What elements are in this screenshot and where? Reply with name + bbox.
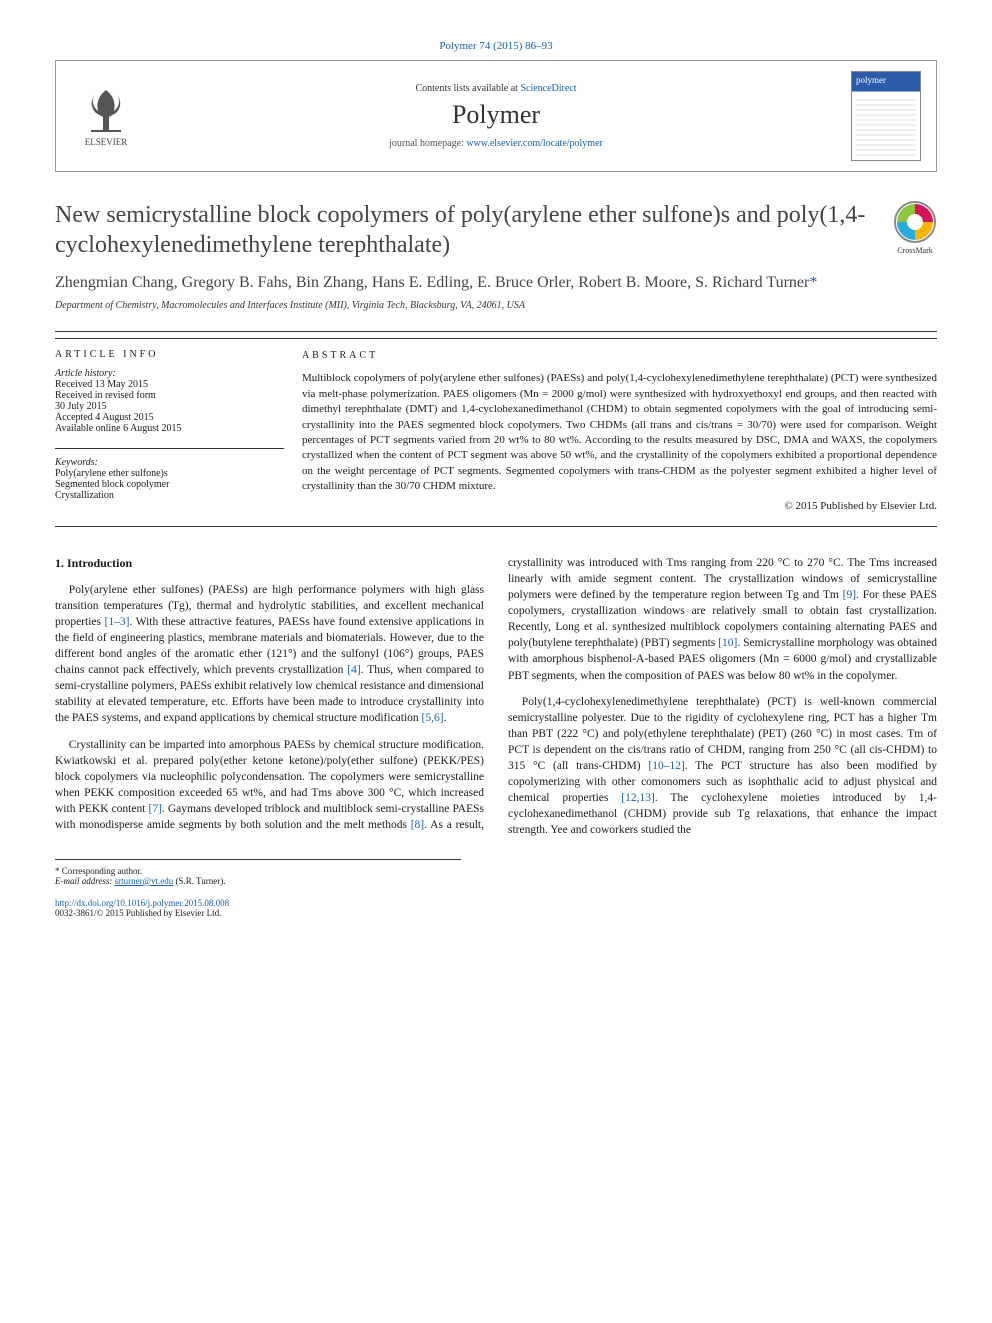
- homepage-link[interactable]: www.elsevier.com/locate/polymer: [466, 138, 603, 149]
- affiliation: Department of Chemistry, Macromolecules …: [55, 300, 937, 311]
- publisher-logo[interactable]: ELSEVIER: [71, 85, 141, 147]
- contents-available-line: Contents lists available at ScienceDirec…: [141, 83, 851, 94]
- keyword-3: Crystallization: [55, 490, 284, 501]
- doi-block: http://dx.doi.org/10.1016/j.polymer.2015…: [55, 898, 937, 918]
- sciencedirect-link[interactable]: ScienceDirect: [520, 83, 576, 94]
- keyword-2: Segmented block copolymer: [55, 479, 284, 490]
- article-info-heading: ARTICLE INFO: [55, 349, 284, 360]
- citation-link[interactable]: [8]: [411, 819, 424, 831]
- cover-title: polymer: [856, 75, 886, 85]
- authors-names: Zhengmian Chang, Gregory B. Fahs, Bin Zh…: [55, 274, 809, 291]
- email-label: E-mail address:: [55, 876, 115, 886]
- abstract-heading: ABSTRACT: [302, 349, 937, 363]
- abstract-text: Multiblock copolymers of poly(arylene et…: [302, 371, 937, 494]
- online-date: Available online 6 August 2015: [55, 423, 284, 434]
- elsevier-tree-icon: [81, 85, 131, 135]
- authors-list: Zhengmian Chang, Gregory B. Fahs, Bin Zh…: [55, 272, 937, 294]
- corresponding-mark: *: [809, 274, 817, 291]
- citation-link[interactable]: [7]: [148, 803, 161, 815]
- abstract-copyright: © 2015 Published by Elsevier Ltd.: [302, 499, 937, 514]
- citation-link[interactable]: [10–12]: [648, 760, 684, 772]
- citation-link[interactable]: [10]: [718, 637, 737, 649]
- crossmark-icon: [893, 200, 937, 244]
- keyword-1: Poly(arylene ether sulfone)s: [55, 468, 284, 479]
- accepted-date: Accepted 4 August 2015: [55, 412, 284, 423]
- corresponding-author-footer: * Corresponding author. E-mail address: …: [55, 859, 461, 886]
- keywords-label: Keywords:: [55, 457, 284, 468]
- article-body: 1. Introduction Poly(arylene ether sulfo…: [55, 555, 937, 841]
- journal-cover-thumbnail: polymer: [851, 71, 921, 161]
- journal-header: ELSEVIER Contents lists available at Sci…: [55, 60, 937, 172]
- citation-link[interactable]: [4]: [347, 664, 360, 676]
- article-info-column: ARTICLE INFO Article history: Received 1…: [55, 338, 302, 526]
- crossmark-label: CrossMark: [893, 246, 937, 255]
- email-suffix: (S.R. Turner).: [173, 876, 225, 886]
- article-title: New semicrystalline block copolymers of …: [55, 200, 881, 260]
- doi-link[interactable]: http://dx.doi.org/10.1016/j.polymer.2015…: [55, 898, 229, 908]
- history-label: Article history:: [55, 368, 284, 379]
- abstract-column: ABSTRACT Multiblock copolymers of poly(a…: [302, 338, 937, 526]
- crossmark-badge[interactable]: CrossMark: [893, 200, 937, 255]
- publisher-name: ELSEVIER: [71, 137, 141, 147]
- paragraph-3: Poly(1,4-cyclohexylenedimethylene tereph…: [508, 694, 937, 839]
- section-heading: 1. Introduction: [55, 555, 484, 572]
- corresponding-email-link[interactable]: srturner@vt.edu: [115, 876, 174, 886]
- received-date: Received 13 May 2015: [55, 379, 284, 390]
- issn-copyright-line: 0032-3861/© 2015 Published by Elsevier L…: [55, 908, 937, 918]
- journal-name: Polymer: [141, 100, 851, 130]
- citation-link[interactable]: [12,13]: [621, 792, 655, 804]
- citation-link[interactable]: [9]: [843, 589, 856, 601]
- citation-link[interactable]: [5,6]: [422, 712, 444, 724]
- corresponding-label: * Corresponding author.: [55, 866, 461, 876]
- contents-prefix: Contents lists available at: [415, 83, 520, 94]
- revised-date-line2: 30 July 2015: [55, 401, 284, 412]
- paragraph-1: Poly(arylene ether sulfones) (PAESs) are…: [55, 582, 484, 727]
- homepage-line: journal homepage: www.elsevier.com/locat…: [141, 138, 851, 149]
- homepage-prefix: journal homepage:: [389, 138, 466, 149]
- citation-link[interactable]: [1–3]: [105, 616, 130, 628]
- revised-date-line1: Received in revised form: [55, 390, 284, 401]
- journal-reference: Polymer 74 (2015) 86–93: [55, 40, 937, 52]
